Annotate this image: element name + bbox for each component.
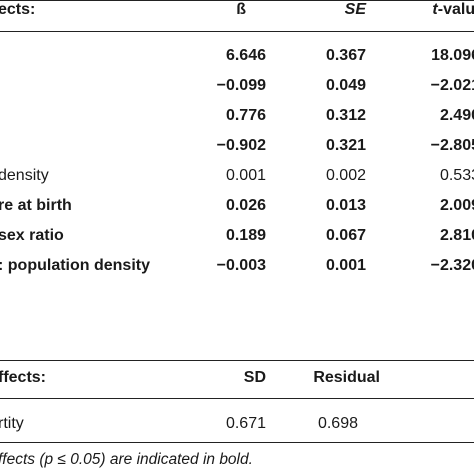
t-value: 2.810 [439,227,474,244]
fixed-effect-label: sex ratio [0,227,64,244]
fixed-effects-header-label: ects: [0,1,36,18]
se-value: 0.001 [325,257,366,274]
beta-value: 0.776 [225,107,266,124]
se-value: 0.002 [325,167,366,184]
se-value: 0.049 [325,77,366,94]
t-value: 2.490 [439,107,474,124]
beta-value: −0.099 [216,77,266,94]
t-value: −2.021 [430,77,474,94]
t-value: 2.009 [439,197,474,214]
t-value: 0.533 [439,167,474,184]
se-value: 0.321 [325,137,366,154]
random-effects-header-rule [0,398,474,399]
beta-value: −0.003 [216,257,266,274]
beta-value: 0.189 [225,227,266,244]
se-value: 0.013 [325,197,366,214]
t-value: −2.320 [430,257,474,274]
beta-column-header: ß [236,1,246,18]
random-effect-sd: 0.671 [225,415,266,432]
sd-column-header: SD [243,369,266,386]
t-italic: t [432,1,438,18]
random-effect-label: rtity [0,415,24,432]
beta-value: 6.646 [225,47,266,64]
t-value-suffix: -value [437,1,474,18]
fixed-effect-label: re at birth [0,197,72,214]
se-column-header: SE [344,1,366,18]
se-value: 0.367 [325,47,366,64]
random-effects-top-rule [0,360,474,361]
t-value-column-header: t-value [404,0,474,20]
header-rule [0,31,474,32]
fixed-effect-label: : population density [0,257,150,274]
beta-value: 0.026 [225,197,266,214]
bottom-rule [0,442,474,443]
residual-column-header: Residual [313,369,380,386]
se-value: 0.067 [325,227,366,244]
t-value: −2.805 [430,137,474,154]
random-effect-residual: 0.698 [317,415,358,432]
se-value: 0.312 [325,107,366,124]
t-value: 18.096 [431,47,474,64]
beta-value: −0.902 [216,137,266,154]
top-rule [0,0,474,1]
random-effects-header-label: ffects: [0,369,47,386]
footnote: ffects (p ≤ 0.05) are indicated in bold. [0,451,253,468]
beta-value: 0.001 [225,167,266,184]
fixed-effect-label: density [0,167,49,184]
